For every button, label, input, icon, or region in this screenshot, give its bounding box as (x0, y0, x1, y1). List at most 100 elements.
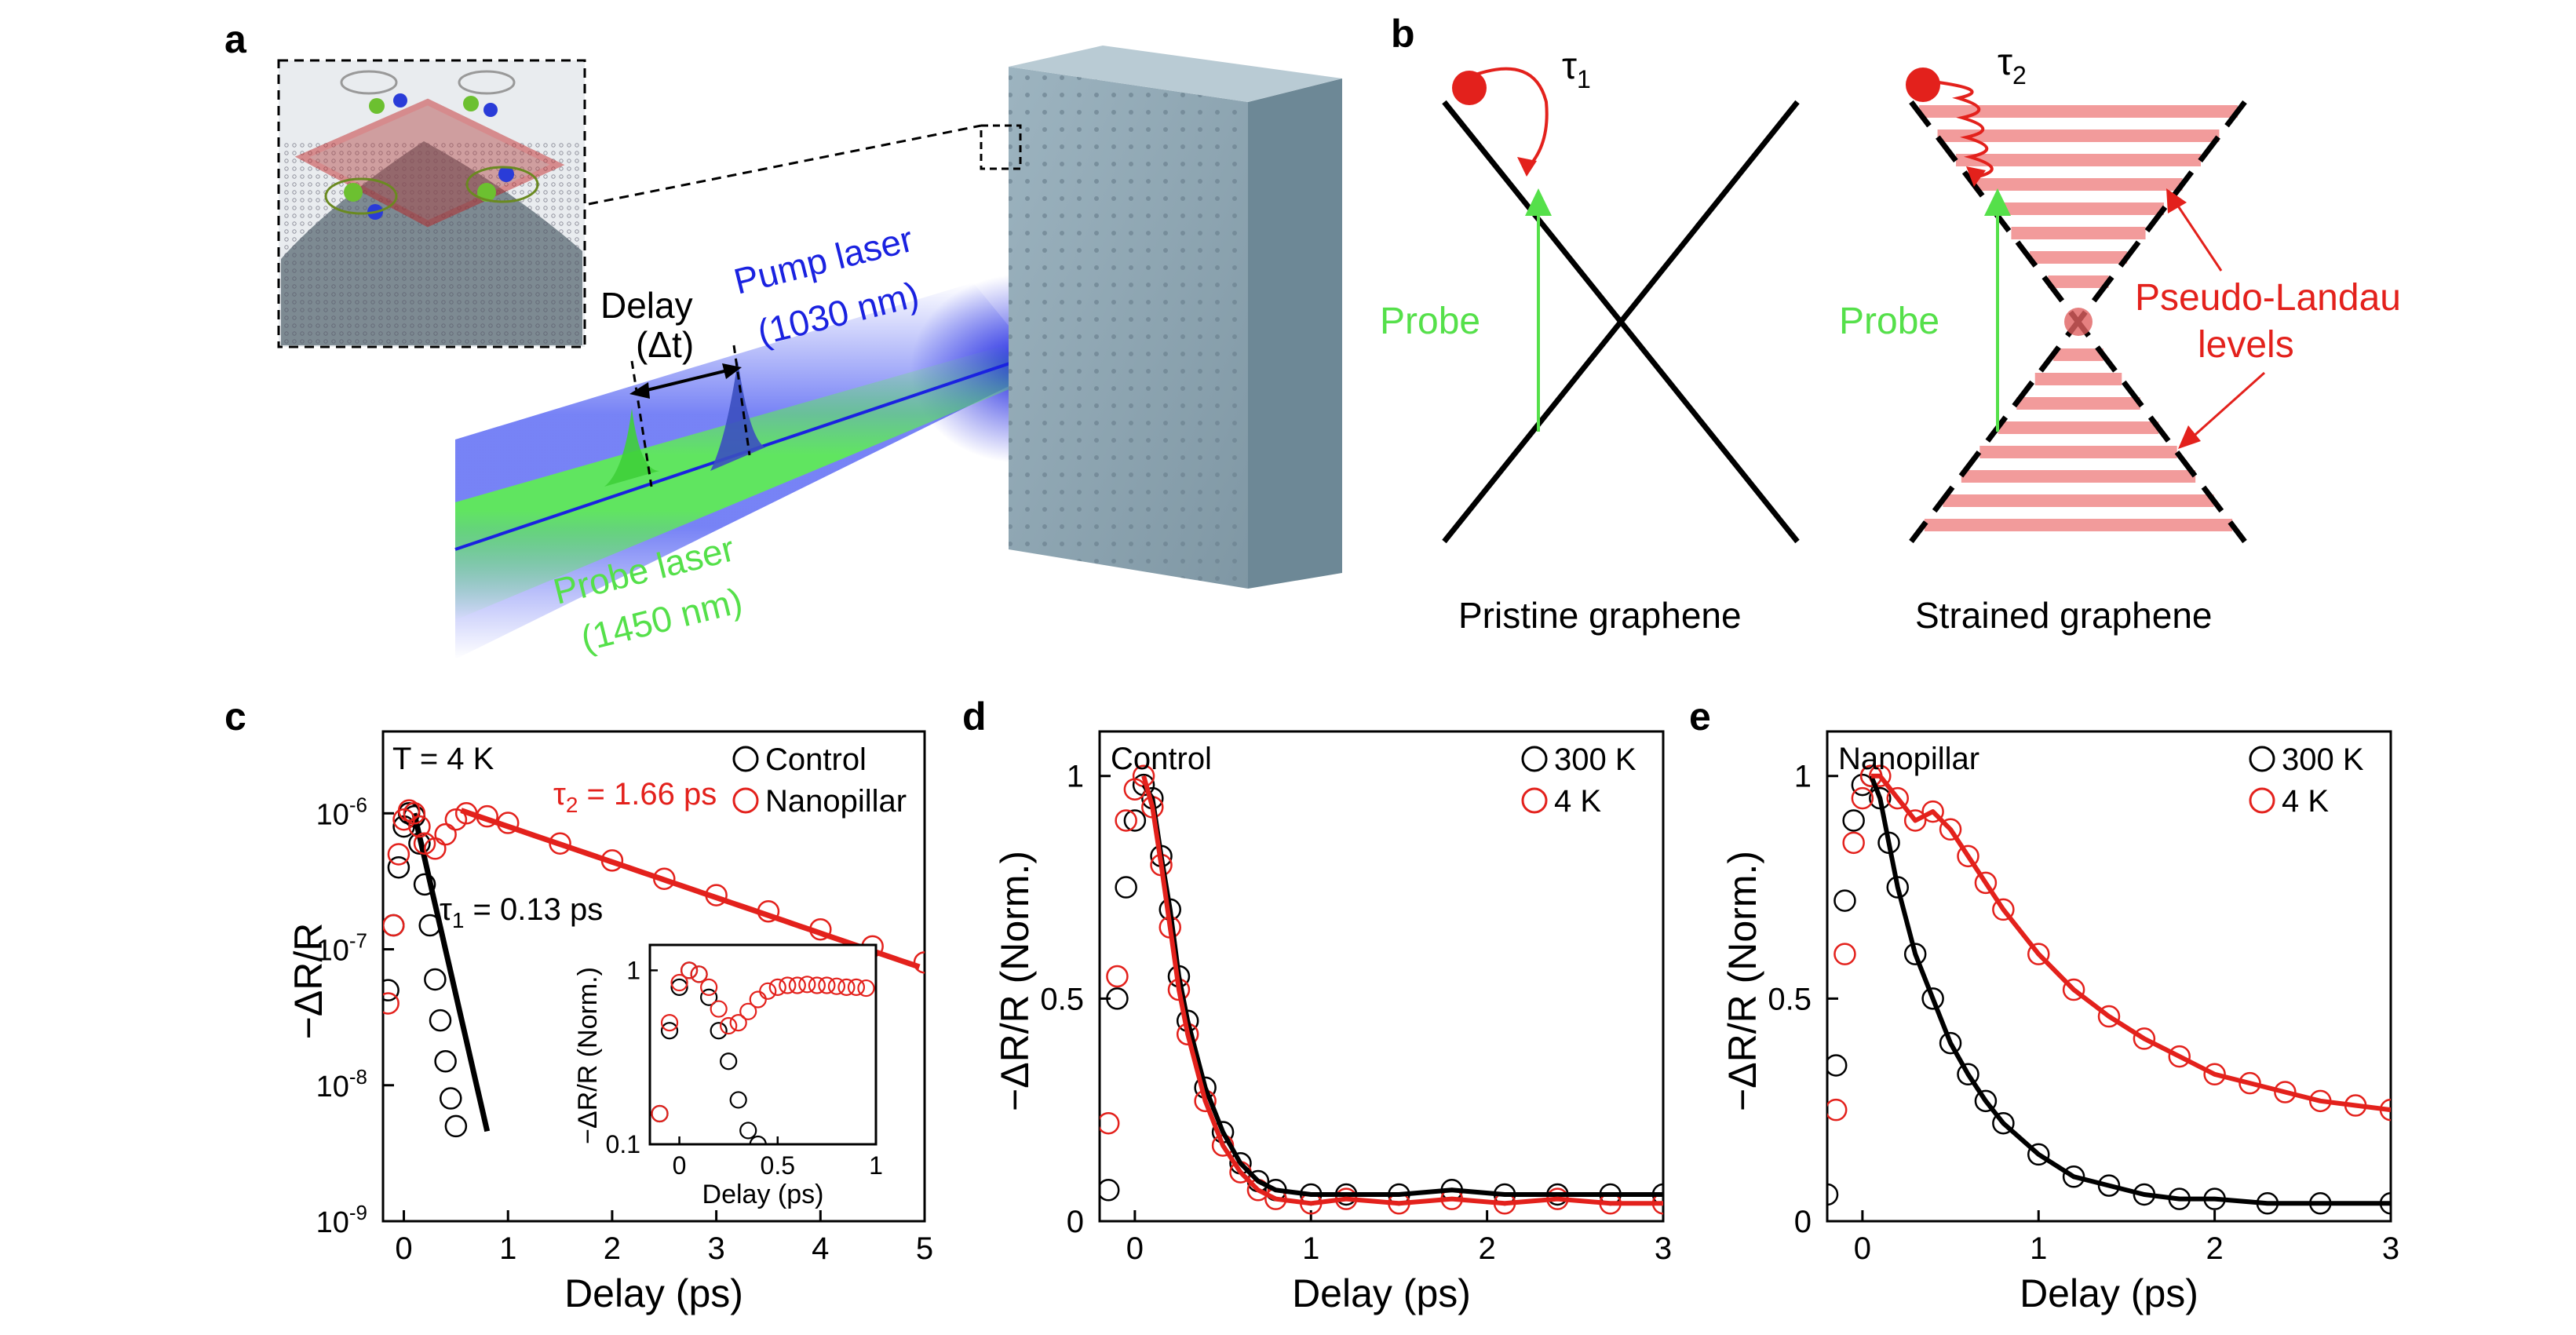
plot-frame-e (1826, 730, 2392, 1223)
data-point (1827, 1054, 1848, 1077)
probe-label-left: Probe (1380, 301, 1480, 342)
pll-bar (1974, 178, 2183, 191)
panel-a: a Delay (Δt) Pump laser (1030 nm) Probe … (224, 17, 1342, 659)
data-point (383, 979, 400, 1001)
data-point (1974, 1089, 1998, 1113)
inset-ticks: 0 0.5 1 1 0.1 (606, 956, 883, 1180)
y-tick-label: 0.5 (1768, 982, 1812, 1016)
inset-data (651, 961, 875, 1144)
pll-bar (2011, 227, 2146, 239)
relax-arrow-1 (1475, 67, 1549, 170)
inset-data-point (660, 1022, 679, 1040)
y-tick-label: 10-8 (316, 1065, 367, 1103)
pll-bar (1937, 129, 2220, 142)
x-tick-label: 2 (604, 1231, 621, 1266)
data-point (1842, 831, 1865, 855)
pll-bar (1956, 154, 2201, 166)
legend-c: Control Nanopillar (732, 742, 907, 819)
pll-label-1: Pseudo-Landau (2135, 277, 2401, 319)
pseudo-landau-levels (1919, 105, 2238, 531)
data-point (1974, 871, 1998, 895)
pll-bar (1961, 470, 2196, 483)
panel-label-b: b (1391, 12, 1415, 56)
inset-data-point (729, 1013, 747, 1032)
ylabel-c: −ΔR/R (286, 923, 330, 1040)
delta-t-label: (Δt) (636, 324, 694, 365)
legend-label-300k-d: 300 K (1554, 742, 1636, 777)
inset-data-point (720, 1052, 738, 1071)
data-point (1100, 1179, 1120, 1202)
pll-bar (1924, 519, 2233, 531)
pll-bar (1943, 494, 2214, 507)
panel-d: d 0 1 2 3 0 0.5 1 −ΔR/R (Norm.) Delay (ps) Con… (962, 695, 1672, 1315)
y-tick-label: 10-6 (316, 793, 367, 831)
relax-arrowhead-1 (1517, 157, 1537, 177)
plot-frame-c (381, 730, 926, 1223)
pll-bar (1979, 446, 2177, 458)
inset-data-point (670, 978, 688, 996)
x-tick-label: 4 (812, 1231, 829, 1266)
probe-arrowhead-right (1984, 188, 2011, 216)
dirac-line-2 (1442, 100, 1800, 544)
x-tick-label: 5 (916, 1231, 933, 1266)
data-point (1115, 809, 1137, 832)
data-point (1115, 876, 1137, 899)
data-point (1106, 965, 1129, 988)
inset-data-point (779, 976, 797, 994)
probe-label-right: Probe (1839, 301, 1939, 342)
data-point (1827, 1098, 1848, 1122)
pll-bar (1992, 202, 2165, 215)
x-tick-label: 1 (1302, 1231, 1319, 1266)
title-box-d: Control (1111, 742, 1212, 776)
inset-y-tick-label: 0.1 (606, 1130, 640, 1158)
inset-data-point (739, 1002, 757, 1020)
title-box-e: Nanopillar (1838, 742, 1979, 776)
data-point (2168, 1045, 2191, 1068)
data-point (408, 815, 431, 838)
legend-marker-control (732, 746, 759, 772)
inset-data-point (818, 976, 836, 994)
data-point (1869, 764, 1892, 787)
legend-marker-4k-e (2249, 787, 2275, 814)
data-point (476, 804, 498, 828)
data-point (383, 992, 400, 1015)
data-point (1921, 800, 1944, 823)
tau1-annotation: τ1 = 0.13 ps (440, 892, 603, 932)
inset-data-point (837, 978, 856, 996)
data-point (653, 867, 676, 890)
inset-data-point (700, 978, 718, 996)
panel-label-e: e (1689, 695, 1711, 739)
x-tick-label: 2 (1479, 1231, 1496, 1266)
fits-e (1869, 773, 2391, 1206)
pll-pointer-head-1 (2166, 188, 2187, 213)
inset-data-point (710, 1022, 728, 1040)
x-tick-label: 2 (2206, 1231, 2224, 1266)
plot-frame-d (1098, 730, 1665, 1223)
fits-d (1141, 775, 1663, 1206)
legend-marker-nanopillar (732, 787, 759, 814)
data-point (2203, 1063, 2226, 1086)
legend-marker-300k-e (2249, 746, 2275, 772)
zoom-line-1 (588, 124, 982, 206)
data-point (2027, 1143, 2050, 1166)
probe-beam (455, 345, 1020, 620)
legend-label-4k-d: 4 K (1554, 784, 1601, 819)
data-point (2062, 1165, 2085, 1188)
ticks-d: 0 1 2 3 0 0.5 1 (1040, 760, 1672, 1266)
data-point (440, 1087, 462, 1110)
delay-dash-2 (732, 345, 751, 456)
x-tick-label: 1 (2030, 1231, 2047, 1266)
inset-data-point (720, 1016, 738, 1035)
inset-data-point (768, 978, 786, 996)
pll-pointer-2 (2188, 371, 2266, 441)
data-point (2027, 943, 2050, 965)
inset-data-point (690, 965, 708, 983)
data-point (2133, 1027, 2156, 1050)
data-point (1957, 1063, 1979, 1086)
caption-strained: Strained graphene (1915, 595, 2213, 636)
data-point (1833, 889, 1856, 912)
tau2-annotation: τ2 = 1.66 ps (553, 777, 717, 817)
fit-curve (1141, 783, 1663, 1197)
data-point (549, 832, 571, 855)
